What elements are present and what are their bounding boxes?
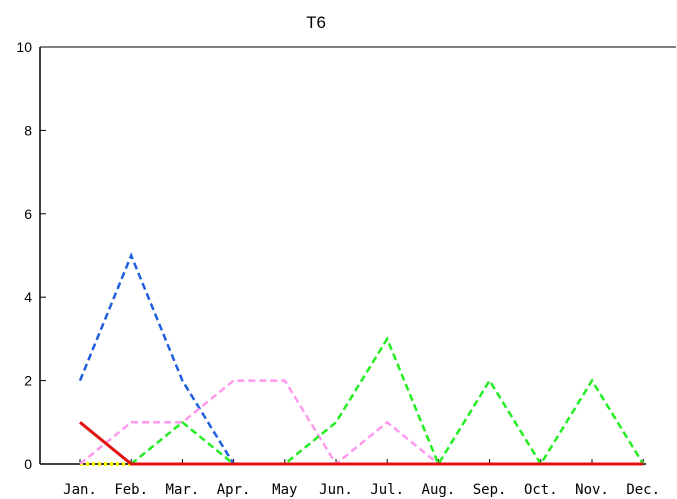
y-tick-label: 10 xyxy=(16,39,32,55)
x-tick-label: Jan. xyxy=(63,482,97,498)
x-tick-label: May xyxy=(272,482,297,498)
y-tick-label: 0 xyxy=(24,456,32,472)
y-tick-label: 4 xyxy=(24,289,32,305)
y-tick-label: 6 xyxy=(24,206,32,222)
x-tick-label: Nov. xyxy=(575,482,609,498)
y-tick-label: 8 xyxy=(24,122,32,138)
x-tick-label: Oct. xyxy=(524,482,558,498)
y-tick-label: 2 xyxy=(24,373,32,389)
series-line-4 xyxy=(79,421,644,466)
x-tick-label: Mar. xyxy=(166,482,200,498)
x-tick-label: Apr. xyxy=(217,482,251,498)
x-tick-label: Feb. xyxy=(114,482,148,498)
series-line-2 xyxy=(79,379,644,466)
series-line-3 xyxy=(130,336,645,467)
x-tick-label: Sep. xyxy=(473,482,507,498)
x-tick-label: Dec. xyxy=(626,482,660,498)
chart-title: T6 xyxy=(306,13,326,32)
series-line-1 xyxy=(78,252,644,466)
x-tick-label: Jun. xyxy=(319,482,353,498)
x-tick-label: Jul. xyxy=(370,482,404,498)
x-tick-label: Aug. xyxy=(422,482,456,498)
plot-area: 0 2 4 6 8 10 Jan. Feb. Mar. Apr. May Jun. Jul. Aug. Se… xyxy=(16,39,676,498)
